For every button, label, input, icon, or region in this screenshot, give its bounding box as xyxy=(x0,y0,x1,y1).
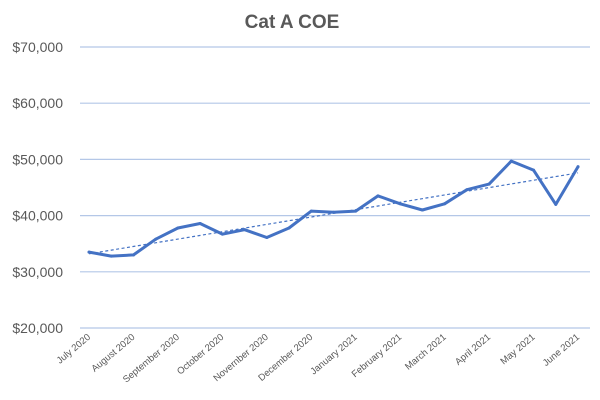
data-point xyxy=(398,202,402,206)
y-tick-label: $30,000 xyxy=(12,264,63,280)
data-point xyxy=(509,159,513,163)
x-tick-label: July 2020 xyxy=(55,332,93,367)
y-tick-label: $50,000 xyxy=(12,151,63,167)
data-point xyxy=(443,202,447,206)
series-group xyxy=(87,159,580,258)
data-point xyxy=(243,228,247,232)
data-point xyxy=(287,226,291,230)
data-point xyxy=(265,236,269,240)
data-point xyxy=(332,210,335,214)
data-point xyxy=(309,209,313,213)
data-point xyxy=(131,253,135,257)
data-point xyxy=(220,232,224,236)
data-point xyxy=(532,168,536,172)
y-tick-label: $60,000 xyxy=(12,95,63,111)
data-point xyxy=(198,221,202,225)
y-tick-label: $40,000 xyxy=(12,208,63,224)
data-point xyxy=(109,254,113,258)
x-tick-label: March 2021 xyxy=(403,332,449,373)
data-point xyxy=(87,250,91,254)
data-point xyxy=(354,209,358,213)
y-tick-label: $20,000 xyxy=(12,320,63,336)
data-point xyxy=(376,194,380,198)
data-point xyxy=(487,182,491,186)
x-tick-label: June 2021 xyxy=(541,332,582,369)
data-point xyxy=(176,226,180,230)
data-point xyxy=(420,208,424,212)
data-point xyxy=(576,165,580,169)
y-axis: $20,000 $30,000 $40,000 $50,000 $60,000 $70,0… xyxy=(12,39,63,336)
gridlines xyxy=(80,46,590,329)
data-point xyxy=(554,202,558,206)
x-tick-label: April 2021 xyxy=(453,332,493,368)
chart-title: Cat A COE xyxy=(245,12,340,33)
data-point xyxy=(465,188,469,192)
x-tick-label: May 2021 xyxy=(498,332,537,367)
data-point xyxy=(154,237,158,241)
y-tick-label: $70,000 xyxy=(12,39,63,55)
